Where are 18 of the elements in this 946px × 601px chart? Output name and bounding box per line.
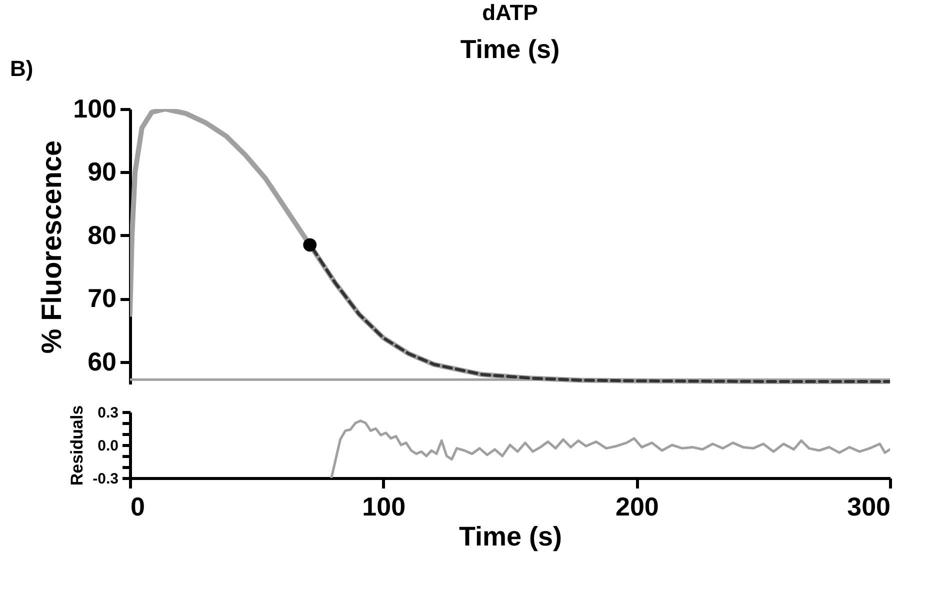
y-tick-label: 100	[73, 94, 116, 124]
y-tick-label: -0.3	[92, 470, 118, 488]
y-tick-label: 70	[88, 283, 116, 314]
x-tick-label: 200	[615, 492, 659, 522]
x-tick-label: 100	[362, 492, 406, 522]
x-tick-label: 300	[847, 492, 890, 522]
y-axis-title: Residuals	[68, 405, 87, 486]
x-tick-label: 0	[130, 492, 145, 522]
y-axis-title: % Fluorescence	[36, 140, 68, 354]
y-tick-label: 80	[88, 220, 116, 250]
x-axis-title: Time (s)	[458, 522, 562, 552]
text: Time (s)	[460, 34, 560, 64]
chart-title: dATP	[482, 0, 538, 25]
y-tick-label: 0.3	[98, 404, 118, 422]
y-tick-label: 60	[88, 346, 116, 376]
text: B)	[10, 56, 34, 81]
y-tick-label: 0.0	[98, 438, 118, 454]
y-tick-label: 90	[88, 156, 116, 187]
